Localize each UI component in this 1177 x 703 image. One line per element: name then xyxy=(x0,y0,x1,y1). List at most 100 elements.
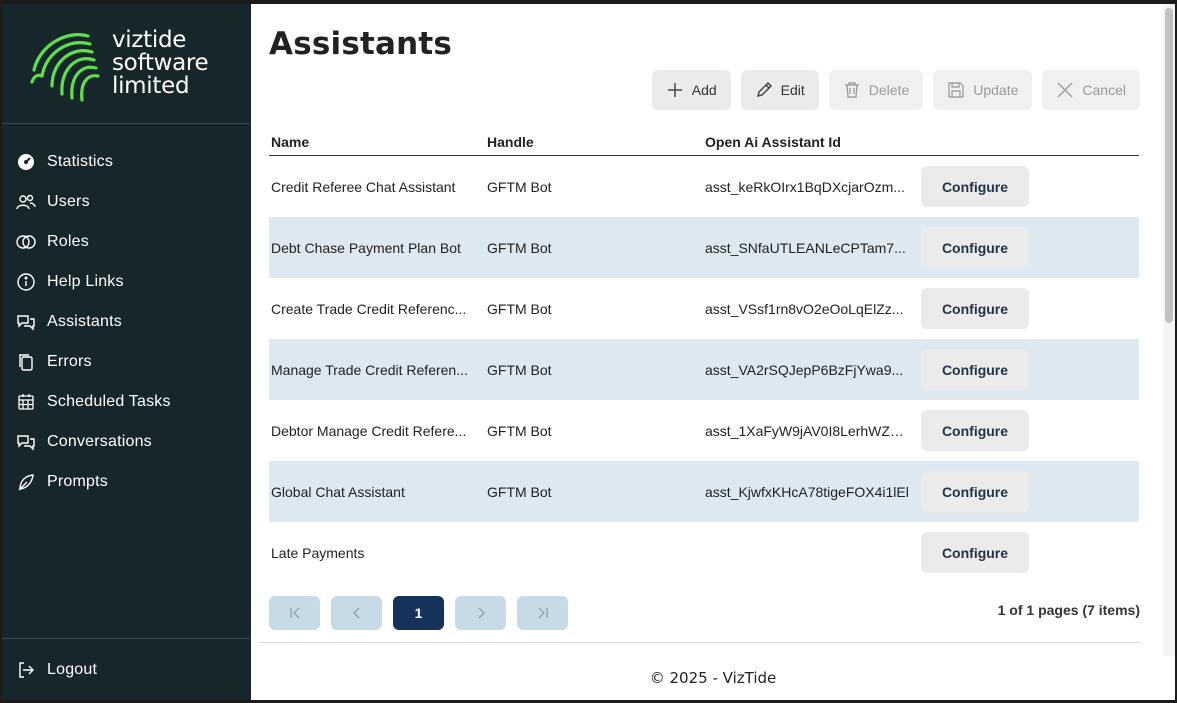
cell-name: Debt Chase Payment Plan Bot xyxy=(271,239,461,256)
sidebar-item-assistants[interactable]: Assistants xyxy=(2,302,251,342)
table-row[interactable]: Debtor Manage Credit Refere... GFTM Bot … xyxy=(269,400,1139,461)
update-button[interactable]: Update xyxy=(933,70,1033,110)
cell-handle: GFTM Bot xyxy=(487,483,552,500)
table-row[interactable]: Late Payments Configure xyxy=(269,522,1139,583)
chat-icon xyxy=(16,432,36,452)
delete-button-label: Delete xyxy=(868,82,910,98)
sidebar: viztide software limited Statistics User… xyxy=(2,4,251,700)
configure-button[interactable]: Configure xyxy=(921,288,1029,329)
cell-handle: GFTM Bot xyxy=(487,422,552,439)
column-header-handle[interactable]: Handle xyxy=(487,133,534,150)
add-button-label: Add xyxy=(691,82,717,98)
logout-icon xyxy=(16,660,36,680)
sidebar-item-conversations[interactable]: Conversations xyxy=(2,422,251,462)
configure-button[interactable]: Configure xyxy=(921,410,1029,451)
add-button[interactable]: Add xyxy=(651,70,731,110)
configure-button[interactable]: Configure xyxy=(921,532,1029,573)
configure-button[interactable]: Configure xyxy=(921,227,1029,268)
configure-button[interactable]: Configure xyxy=(921,166,1029,207)
cell-openai-id: asst_KjwfxKHcA78tigeFOX4i1lEl xyxy=(705,483,909,500)
table-row[interactable]: Manage Trade Credit Referen... GFTM Bot … xyxy=(269,339,1139,400)
sidebar-item-help-links[interactable]: Help Links xyxy=(2,262,251,302)
footer-divider xyxy=(259,642,1140,643)
brand-line-2: software xyxy=(112,50,209,76)
sidebar-item-label: Scheduled Tasks xyxy=(47,393,171,410)
cell-handle: GFTM Bot xyxy=(487,361,552,378)
prev-page-button[interactable] xyxy=(331,596,382,630)
viztide-logo-icon xyxy=(30,32,100,102)
footer-copyright: © 2025 - VizTide xyxy=(649,669,777,687)
cell-name: Credit Referee Chat Assistant xyxy=(271,178,456,195)
calendar-icon xyxy=(16,392,36,412)
page-button-current[interactable]: 1 xyxy=(393,596,444,630)
cell-name: Manage Trade Credit Referen... xyxy=(271,361,468,378)
cell-openai-id: asst_keRkOIrx1BqDXcjarOzm... xyxy=(705,178,905,195)
sidebar-item-label: Help Links xyxy=(47,273,124,290)
cell-handle: GFTM Bot xyxy=(487,300,552,317)
first-page-icon xyxy=(289,607,299,619)
column-header-name[interactable]: Name xyxy=(271,133,310,150)
page-title: Assistants xyxy=(269,26,453,62)
chevron-right-icon xyxy=(478,607,485,619)
cell-name: Debtor Manage Credit Refere... xyxy=(271,422,467,439)
edit-button[interactable]: Edit xyxy=(740,70,819,110)
copy-icon xyxy=(16,352,36,372)
trash-icon xyxy=(844,82,859,98)
cell-openai-id: asst_VA2rSQJepP6BzFjYwa9... xyxy=(705,361,904,378)
plus-icon xyxy=(667,83,682,97)
logout-label: Logout xyxy=(47,660,98,678)
logout-button[interactable]: Logout xyxy=(2,638,251,700)
cell-name: Create Trade Credit Referenc... xyxy=(271,300,467,317)
brand-logo: viztide software limited xyxy=(2,4,251,124)
roles-icon xyxy=(16,232,36,252)
chat-icon xyxy=(16,312,36,332)
table-row[interactable]: Global Chat Assistant GFTM Bot asst_Kjwf… xyxy=(269,461,1139,522)
sidebar-item-label: Roles xyxy=(47,233,89,250)
table-header: Name Handle Open Ai Assistant Id xyxy=(269,128,1139,156)
table-row[interactable]: Debt Chase Payment Plan Bot GFTM Bot ass… xyxy=(269,217,1139,278)
chevron-left-icon xyxy=(352,607,359,619)
cell-openai-id: asst_SNfaUTLEANLeCPTam7... xyxy=(705,239,906,256)
sidebar-item-prompts[interactable]: Prompts xyxy=(2,462,251,502)
brand-line-1: viztide xyxy=(112,27,187,53)
brand-text: viztide software limited xyxy=(112,27,209,98)
sidebar-item-label: Assistants xyxy=(47,313,122,330)
edit-button-label: Edit xyxy=(780,82,805,98)
next-page-button[interactable] xyxy=(455,596,506,630)
column-header-openai-id[interactable]: Open Ai Assistant Id xyxy=(705,133,841,150)
table-row[interactable]: Create Trade Credit Referenc... GFTM Bot… xyxy=(269,278,1139,339)
table-row[interactable]: Credit Referee Chat Assistant GFTM Bot a… xyxy=(269,156,1139,217)
scrollbar-thumb[interactable] xyxy=(1165,8,1173,323)
sidebar-item-scheduled-tasks[interactable]: Scheduled Tasks xyxy=(2,382,251,422)
pencil-icon xyxy=(756,81,772,98)
sidebar-item-label: Prompts xyxy=(47,473,108,490)
vertical-scrollbar[interactable] xyxy=(1163,4,1175,656)
cancel-button-label: Cancel xyxy=(1082,82,1126,98)
sidebar-item-roles[interactable]: Roles xyxy=(2,222,251,262)
sidebar-item-label: Users xyxy=(47,193,90,210)
configure-button[interactable]: Configure xyxy=(921,349,1029,390)
first-page-button[interactable] xyxy=(269,596,320,630)
delete-button[interactable]: Delete xyxy=(828,70,924,110)
configure-button[interactable]: Configure xyxy=(921,471,1029,512)
sidebar-item-errors[interactable]: Errors xyxy=(2,342,251,382)
sidebar-item-label: Errors xyxy=(47,353,92,370)
toolbar: Add Edit Delete Update Cancel xyxy=(651,70,1140,110)
last-page-icon xyxy=(538,607,548,619)
cell-openai-id: asst_1XaFyW9jAV0I8LerhWZe... xyxy=(705,422,910,439)
pagination: 1 xyxy=(269,596,568,630)
main-content: Assistants Add Edit Delete Update Cancel xyxy=(251,4,1175,700)
last-page-button[interactable] xyxy=(517,596,568,630)
cell-name: Late Payments xyxy=(271,544,365,561)
update-button-label: Update xyxy=(973,82,1019,98)
cancel-button[interactable]: Cancel xyxy=(1042,70,1140,110)
cell-name: Global Chat Assistant xyxy=(271,483,405,500)
sidebar-item-statistics[interactable]: Statistics xyxy=(2,142,251,182)
sidebar-item-users[interactable]: Users xyxy=(2,182,251,222)
cell-handle: GFTM Bot xyxy=(487,239,552,256)
cell-openai-id: asst_VSsf1rn8vO2eOoLqElZz... xyxy=(705,300,904,317)
sidebar-item-label: Statistics xyxy=(47,153,114,170)
assistants-table: Name Handle Open Ai Assistant Id Credit … xyxy=(269,128,1139,583)
leaf-icon xyxy=(16,472,36,492)
sidebar-nav: Statistics Users Roles Help Links xyxy=(2,124,251,502)
